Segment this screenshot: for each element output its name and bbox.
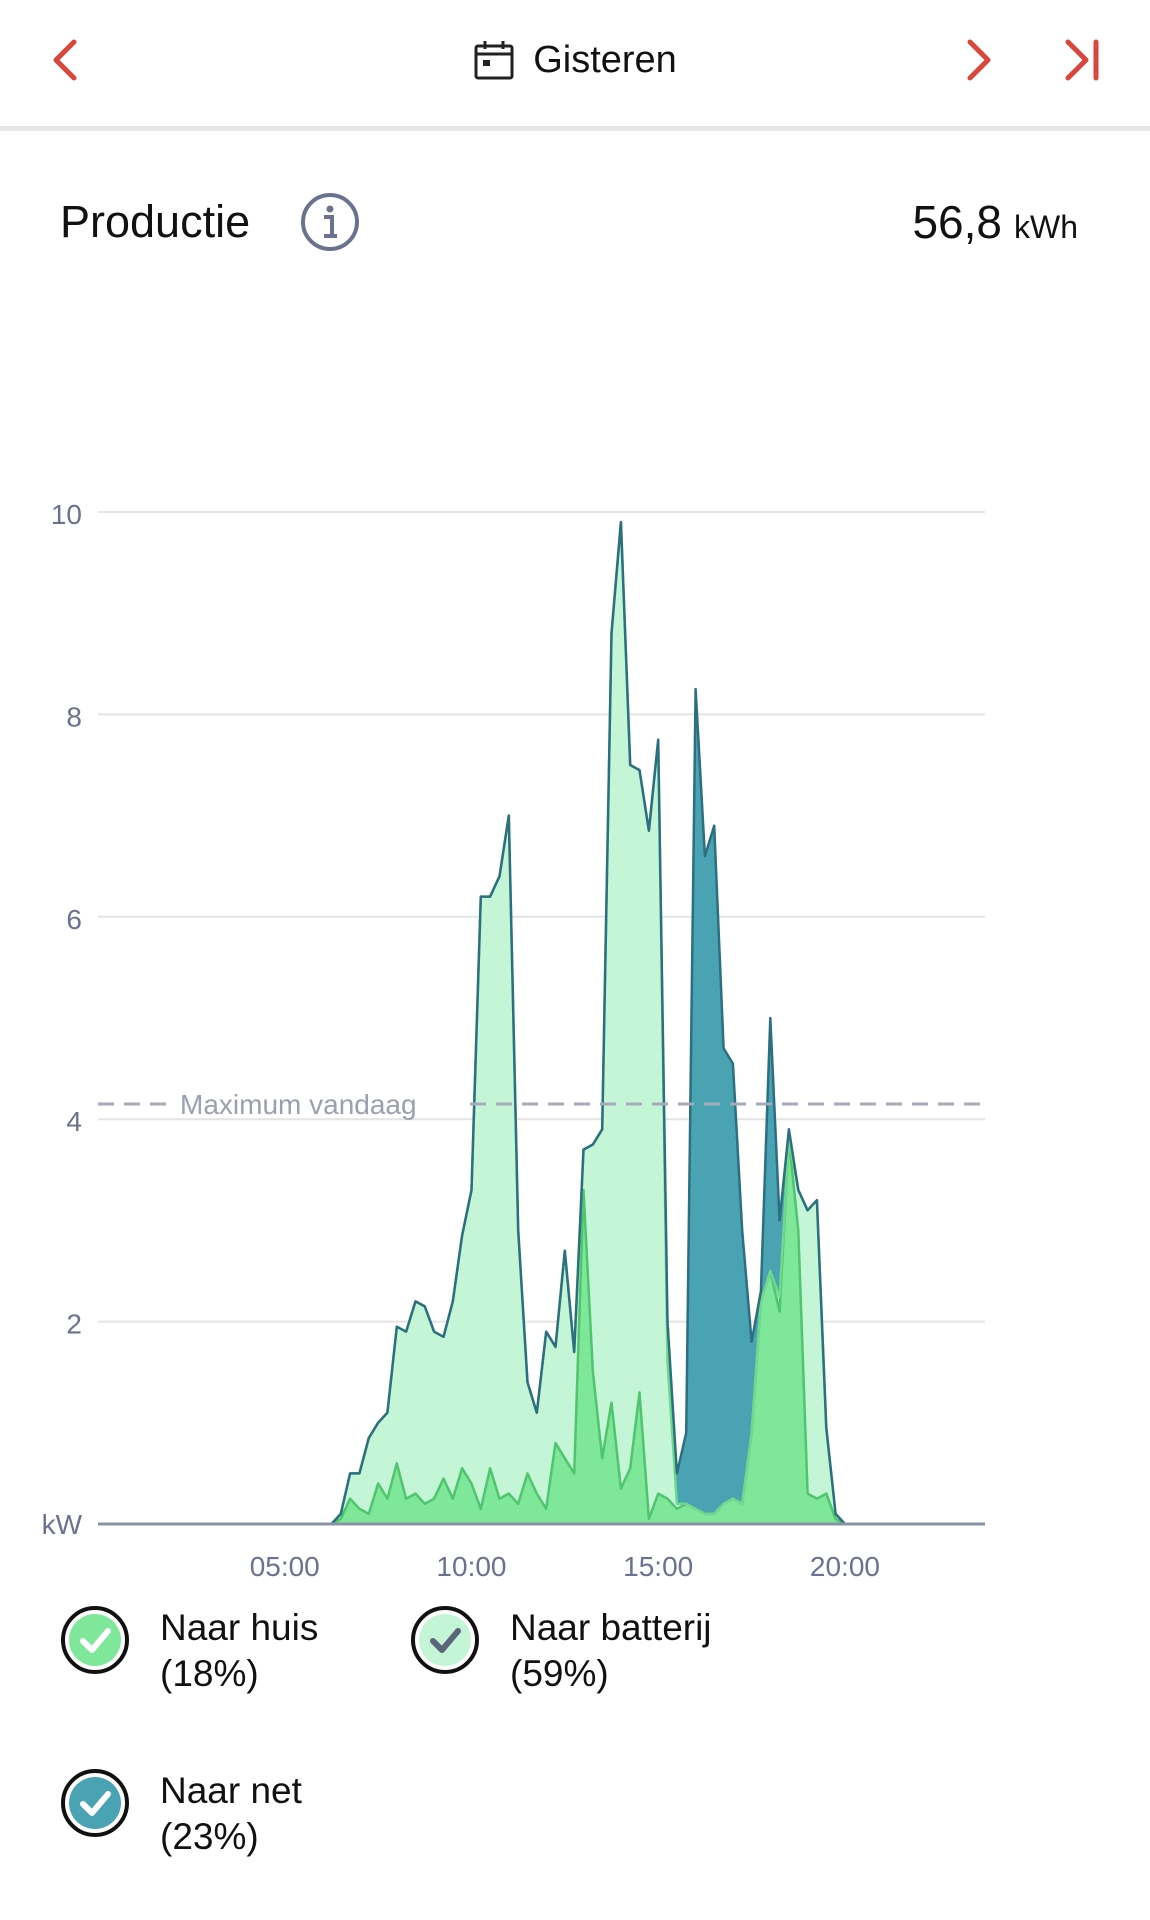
legend-toggle-naar-net[interactable]: Naar net (23%)	[60, 1768, 302, 1860]
y-axis-label: kW	[42, 1509, 83, 1540]
x-tick-label: 05:00	[250, 1551, 320, 1582]
chevron-right-icon	[967, 39, 991, 81]
production-chart-svg: 2 4 6 8 10 kW 05:00 10:00 15:00 20:00 Maximum vand…	[42, 499, 985, 1582]
date-selector[interactable]: Gisteren	[0, 30, 1150, 90]
chevron-left-icon	[53, 39, 77, 81]
legend-toggle-naar-huis[interactable]: Naar huis (18%)	[60, 1605, 318, 1697]
area-naar-net	[98, 522, 985, 1524]
x-tick-label: 20:00	[810, 1551, 880, 1582]
y-tick-label: 10	[51, 499, 82, 530]
legend-label-naar-huis: Naar huis (18%)	[160, 1605, 318, 1697]
area-naar-huis	[98, 1139, 985, 1524]
check-circle-icon	[61, 1606, 129, 1674]
total-unit: kWh	[1014, 209, 1078, 245]
previous-day-button[interactable]	[36, 30, 96, 90]
top-nav-bar: Gisteren	[0, 0, 1150, 128]
top-divider	[0, 126, 1150, 131]
y-tick-label: 6	[66, 904, 82, 935]
legend-label-naar-net: Naar net (23%)	[160, 1768, 302, 1860]
reference-line-label: Maximum vandaag	[180, 1089, 417, 1120]
next-day-button[interactable]	[948, 30, 1008, 90]
area-naar-net-line	[98, 520, 985, 1526]
check-circle-icon	[61, 1769, 129, 1837]
legend-percentage: (59%)	[510, 1653, 609, 1694]
legend-name: Naar net	[160, 1770, 302, 1811]
info-icon	[301, 193, 359, 251]
check-circle-icon	[411, 1606, 479, 1674]
legend-toggle-naar-batterij[interactable]: Naar batterij (59%)	[410, 1605, 712, 1697]
x-tick-label: 10:00	[436, 1551, 506, 1582]
last-day-button[interactable]	[1052, 30, 1112, 90]
total-production: 56,8 kWh	[912, 195, 1078, 249]
info-button[interactable]	[300, 192, 360, 252]
legend-name: Naar batterij	[510, 1607, 712, 1648]
legend-name: Naar huis	[160, 1607, 319, 1648]
x-tick-label: 15:00	[623, 1551, 693, 1582]
y-tick-label: 4	[66, 1106, 82, 1137]
skip-to-end-icon	[1065, 39, 1099, 81]
legend-label-naar-batterij: Naar batterij (59%)	[510, 1605, 712, 1697]
y-tick-label: 8	[66, 701, 82, 732]
date-title: Gisteren	[533, 38, 677, 81]
area-naar-huis-line	[98, 1138, 985, 1526]
y-tick-label: 2	[66, 1309, 82, 1340]
legend-percentage: (23%)	[160, 1816, 259, 1857]
legend-percentage: (18%)	[160, 1653, 259, 1694]
total-value: 56,8	[912, 196, 1002, 248]
page-title: Productie	[60, 196, 251, 247]
calendar-icon	[474, 41, 514, 80]
production-chart: 2 4 6 8 10 kW 05:00 10:00 15:00 20:00 Maximum vand…	[0, 300, 1150, 1600]
